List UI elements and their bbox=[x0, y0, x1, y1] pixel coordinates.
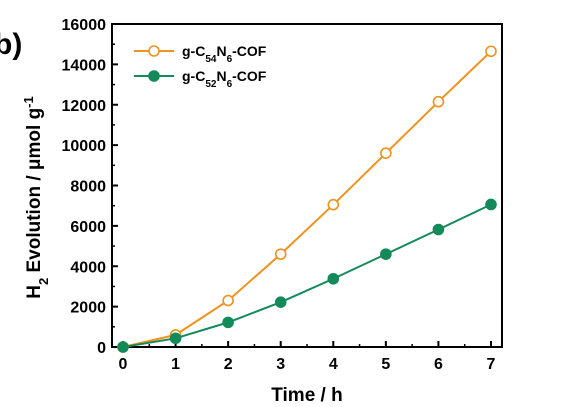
legend-entry: g-C52N6-COF bbox=[134, 68, 267, 90]
x-tick-label: 4 bbox=[329, 356, 338, 373]
series-line bbox=[122, 203, 492, 348]
data-point bbox=[117, 341, 129, 353]
y-tick-label: 16000 bbox=[62, 17, 107, 34]
panel-label: b) bbox=[0, 28, 22, 61]
legend-label: g-C54N6-COF bbox=[182, 43, 267, 65]
data-point bbox=[169, 332, 182, 345]
legend-marker bbox=[148, 45, 160, 57]
x-tick-label: 0 bbox=[119, 356, 128, 373]
plot-area bbox=[111, 23, 503, 348]
data-point bbox=[327, 272, 340, 285]
y-tick-label: 12000 bbox=[62, 98, 107, 115]
data-point bbox=[380, 248, 392, 260]
data-point bbox=[327, 198, 340, 211]
data-point bbox=[274, 248, 287, 260]
x-tick-label: 2 bbox=[224, 356, 233, 373]
data-point bbox=[380, 147, 392, 159]
series-line bbox=[122, 50, 492, 348]
x-tick-label: 5 bbox=[381, 356, 390, 373]
x-tick-label: 3 bbox=[276, 356, 285, 373]
data-point bbox=[432, 223, 445, 236]
y-tick-label: 14000 bbox=[62, 57, 107, 74]
data-point bbox=[432, 95, 445, 108]
legend-label: g-C52N6-COF bbox=[182, 68, 267, 90]
x-tick-label: 7 bbox=[487, 356, 496, 373]
data-point bbox=[485, 45, 497, 58]
data-point bbox=[222, 316, 234, 329]
legend-marker bbox=[148, 70, 160, 82]
y-tick-label: 4000 bbox=[70, 259, 106, 276]
x-tick-label: 6 bbox=[434, 356, 443, 373]
y-tick-label: 0 bbox=[97, 340, 106, 357]
plot-frame bbox=[111, 23, 503, 348]
data-point bbox=[274, 296, 287, 308]
data-point bbox=[485, 198, 497, 211]
y-tick-label: 10000 bbox=[62, 138, 107, 155]
series-layer bbox=[117, 45, 497, 353]
series-1 bbox=[117, 198, 497, 353]
legend: g-C54N6-COF g-C52N6-COF bbox=[134, 43, 267, 90]
x-axis: 0 1 2 3 4 5 6 7 bbox=[119, 341, 496, 373]
y-tick-label: 8000 bbox=[70, 179, 106, 196]
y-tick-label: 2000 bbox=[70, 300, 106, 317]
y-axis-label: H2 Evolution / μmol g-1 bbox=[21, 96, 51, 299]
legend-entry: g-C54N6-COF bbox=[134, 43, 267, 65]
y-axis: 0 2000 4000 6000 8000 10000 12000 14000 16000 bbox=[62, 17, 118, 357]
data-point bbox=[222, 294, 234, 307]
series-0 bbox=[117, 45, 497, 353]
x-tick-label: 1 bbox=[171, 356, 180, 373]
y-tick-label: 6000 bbox=[70, 219, 106, 236]
x-axis-label: Time / h bbox=[271, 385, 342, 406]
